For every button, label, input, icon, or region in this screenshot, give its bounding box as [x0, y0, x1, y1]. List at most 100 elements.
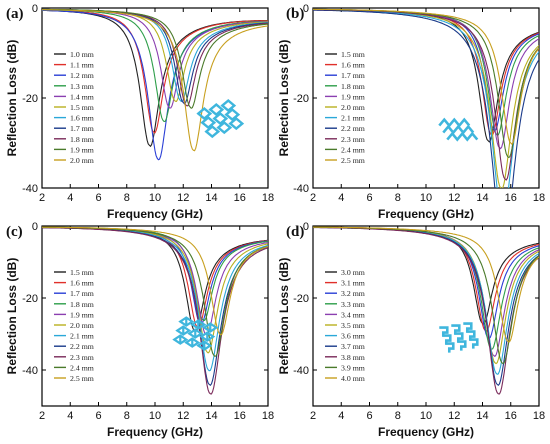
- x-tick-label: 4: [67, 192, 73, 204]
- legend-entry: 4.0 mm: [341, 374, 365, 383]
- x-axis-title: Frequency (GHz): [107, 425, 203, 439]
- legend-entry: 2.2 mm: [341, 124, 365, 133]
- x-tick-label: 2: [310, 410, 316, 422]
- x-tick-label: 18: [262, 410, 274, 422]
- y-tick-label: -40: [293, 365, 309, 377]
- legend-entry: 1.3 mm: [70, 82, 94, 91]
- y-tick-label: 0: [32, 3, 38, 15]
- x-tick-label: 12: [448, 410, 460, 422]
- legend-entry: 3.1 mm: [341, 279, 365, 288]
- x-tick-label: 10: [149, 192, 161, 204]
- series-line-2.3mm: [42, 227, 268, 395]
- legend-entry: 3.9 mm: [341, 363, 365, 372]
- legend-entry: 2.4 mm: [341, 145, 365, 154]
- x-axis-title: Frequency (GHz): [378, 207, 474, 221]
- x-tick-label: 6: [95, 410, 101, 422]
- panel-c: 2 4 6 8 10 12 14 16 18 0 -20 -40 Frequency (GHz) Refl…: [5, 221, 274, 439]
- panel-label: (c): [6, 224, 23, 240]
- x-tick-label: 16: [505, 410, 517, 422]
- legend-entry: 1.5 mm: [70, 268, 94, 277]
- legend-entry: 1.7 mm: [70, 289, 94, 298]
- legend-entry: 2.3 mm: [70, 353, 94, 362]
- panel-label: (d): [286, 224, 304, 240]
- series-line-2.5mm: [313, 8, 539, 145]
- y-tick-label: 0: [32, 221, 38, 233]
- legend-entry: 1.4 mm: [70, 92, 94, 101]
- y-tick-label: -20: [22, 93, 38, 105]
- x-tick-label: 14: [205, 192, 217, 204]
- y-axis-title: Reflection Loss (dB): [5, 40, 19, 157]
- x-tick-label: 6: [95, 192, 101, 204]
- x-axis-title: Frequency (GHz): [378, 425, 474, 439]
- panel-a: 2 4 6 8 10 12 14 16 18 0 -20 -40 Frequency (GHz) Refl…: [5, 3, 274, 221]
- x-tick-label: 16: [234, 192, 246, 204]
- panel-d: 2 4 6 8 10 12 14 16 18 0 -20 -40 Frequency (GHz) Refl…: [277, 221, 545, 439]
- legend-entry: 3.3 mm: [341, 300, 365, 309]
- x-tick-label: 2: [39, 192, 45, 204]
- y-axis-title: Reflection Loss (dB): [277, 40, 291, 157]
- lattice-structure-icon: [196, 99, 245, 139]
- legend-entry: 1.7 mm: [341, 71, 365, 80]
- x-tick-label: 12: [177, 192, 189, 204]
- x-tick-label: 18: [533, 410, 545, 422]
- x-tick-label: 4: [67, 410, 73, 422]
- legend-entry: 1.6 mm: [341, 61, 365, 70]
- y-tick-label: 0: [303, 221, 309, 233]
- legend-entry: 1.9 mm: [70, 145, 94, 154]
- legend-entry: 2.0 mm: [70, 156, 94, 165]
- y-tick-label: -40: [22, 183, 38, 195]
- legend-entry: 1.9 mm: [70, 310, 94, 319]
- y-tick-label: -40: [293, 183, 309, 195]
- legend-entry: 2.1 mm: [70, 332, 94, 341]
- woven-structure-icon: [172, 316, 219, 351]
- legend-entry: 1.5 mm: [70, 103, 94, 112]
- x-tick-label: 2: [310, 192, 316, 204]
- x-axis-title: Frequency (GHz): [107, 207, 203, 221]
- x-tick-label: 10: [149, 410, 161, 422]
- y-tick-label: -20: [22, 293, 38, 305]
- series-line-2.0mm: [42, 9, 268, 152]
- series-line-2.2mm: [313, 9, 539, 188]
- legend-entry: 1.8 mm: [70, 135, 94, 144]
- panel-label: (b): [286, 6, 304, 22]
- series-line-1.7mm: [313, 8, 539, 132]
- series-line-4.0mm: [313, 226, 539, 343]
- x-tick-label: 8: [124, 192, 130, 204]
- legend-entry: 2.2 mm: [70, 342, 94, 351]
- y-axis-title: Reflection Loss (dB): [277, 258, 291, 375]
- y-tick-label: 0: [303, 3, 309, 15]
- x-tick-label: 6: [366, 410, 372, 422]
- legend-entry: 1.8 mm: [341, 82, 365, 91]
- legend: 3.0 mm 3.1 mm3.2 mm 3.3 mm3.4 mm 3.5 mm 3.6 …: [325, 268, 365, 383]
- legend: 1.5 mm 1.6 mm1.7 mm 1.8 mm1.9 mm 2.0 mm 2.1 …: [325, 50, 365, 165]
- x-tick-label: 14: [476, 192, 488, 204]
- series-line-2.5mm: [42, 226, 268, 336]
- x-tick-label: 10: [420, 192, 432, 204]
- x-tick-label: 16: [234, 410, 246, 422]
- legend-entry: 2.0 mm: [70, 321, 94, 330]
- legend-entry: 3.0 mm: [341, 268, 365, 277]
- legend-entry: 1.6 mm: [70, 114, 94, 123]
- legend-entry: 1.2 mm: [70, 71, 94, 80]
- x-tick-label: 16: [505, 192, 517, 204]
- x-tick-label: 10: [420, 410, 432, 422]
- x-tick-label: 4: [338, 192, 344, 204]
- legend-entry: 2.4 mm: [70, 363, 94, 372]
- legend-entry: 3.2 mm: [341, 289, 365, 298]
- y-tick-label: -20: [293, 293, 309, 305]
- x-tick-label: 12: [177, 410, 189, 422]
- x-tick-label: 14: [476, 410, 488, 422]
- y-tick-label: -40: [22, 365, 38, 377]
- legend: 1.5 mm 1.6 mm1.7 mm 1.8 mm1.9 mm 2.0 mm 2.1 …: [54, 268, 94, 383]
- legend-entry: 1.1 mm: [70, 61, 94, 70]
- x-tick-label: 14: [205, 410, 217, 422]
- x-tick-label: 8: [395, 410, 401, 422]
- x-tick-label: 18: [533, 192, 545, 204]
- x-tick-label: 6: [366, 192, 372, 204]
- x-tick-label: 18: [262, 192, 274, 204]
- legend-entry: 3.8 mm: [341, 353, 365, 362]
- legend: 1.0 mm 1.1 mm1.2 mm 1.3 mm1.4 mm 1.5 mm 1.6 …: [54, 50, 94, 165]
- x-tick-label: 12: [448, 192, 460, 204]
- legend-entry: 2.0 mm: [341, 103, 365, 112]
